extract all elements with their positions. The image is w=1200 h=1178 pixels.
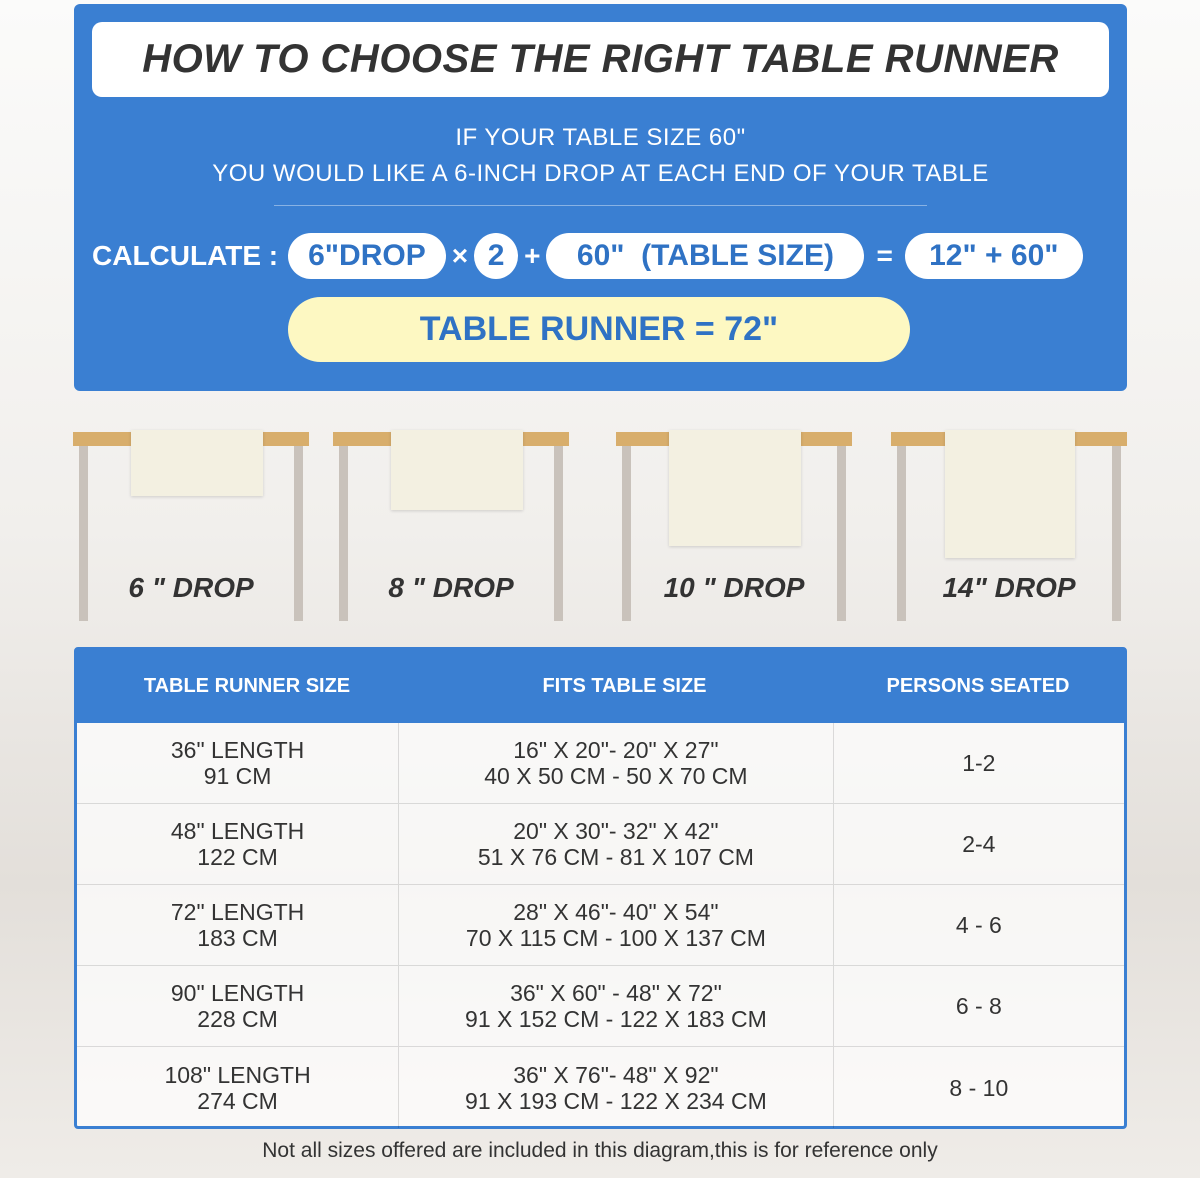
length-cm: 228 CM (197, 1006, 278, 1032)
persons-cell: 1-2 (962, 750, 996, 776)
intro-line-2: YOU WOULD LIKE A 6-INCH DROP AT EACH END… (212, 160, 989, 187)
length-cm: 122 CM (197, 844, 278, 870)
length-in: 90" LENGTH (170, 980, 305, 1006)
table-row: 72" LENGTH 183 CM 28" X 46"- 40" X 54" 70 … (77, 885, 1124, 966)
fits-table-cell: 36" X 60" - 48" X 72" 91 X 152 CM - 122 X… (398, 966, 834, 1046)
divider (274, 205, 927, 206)
persons-cell: 2-4 (962, 831, 996, 857)
intro-line-1: IF YOUR TABLE SIZE 60" (455, 124, 746, 151)
fits-in: 16" X 20"- 20" X 27" (513, 737, 719, 763)
table-row: 48" LENGTH 122 CM 20" X 30"- 32" X 42" 51 … (77, 804, 1124, 885)
plus-sign: + (524, 240, 541, 271)
table-leg (622, 446, 631, 621)
times-sign: × (451, 240, 469, 271)
drop-illustration-6: 6 " DROP (73, 430, 309, 622)
fits-in: 20" X 30"- 32" X 42" (513, 818, 719, 844)
runner (945, 430, 1075, 558)
fits-in: 28" X 46"- 40" X 54" (513, 899, 719, 925)
calc-label: CALCULATE : (92, 240, 279, 271)
table-leg (554, 446, 563, 621)
length-in: 36" LENGTH (170, 737, 305, 763)
fits-cm: 51 X 76 CM - 81 X 107 CM (477, 844, 754, 870)
runner-size-cell: 72" LENGTH 183 CM (77, 885, 398, 965)
fits-table-cell: 28" X 46"- 40" X 54" 70 X 115 CM - 100 X … (398, 885, 834, 965)
table-leg (339, 446, 348, 621)
table-leg (837, 446, 846, 621)
drop-label: 6 " DROP (128, 572, 254, 603)
equals-sign: = (876, 240, 893, 271)
table-row: 108" LENGTH 274 CM 36" X 76"- 48" X 92" 91… (77, 1047, 1124, 1128)
runner-size-cell: 90" LENGTH 228 CM (77, 966, 398, 1046)
drop-illustration-14: 14" DROP (891, 430, 1127, 622)
table-size-pill: 60" (TABLE SIZE) (546, 233, 865, 279)
length-in: 108" LENGTH (164, 1061, 311, 1088)
runner (131, 430, 263, 496)
table-leg (897, 446, 906, 621)
drop-pill: 6"DROP (288, 233, 446, 279)
runner-size-cell: 108" LENGTH 274 CM (77, 1047, 398, 1128)
fits-cm: 40 X 50 CM - 50 X 70 CM (484, 763, 748, 789)
length-in: 72" LENGTH (170, 899, 305, 925)
size-table: TABLE RUNNER SIZE FITS TABLE SIZE PERSON… (74, 647, 1127, 1129)
length-in: 48" LENGTH (170, 818, 305, 844)
runner (391, 430, 523, 510)
drop-label: 14" DROP (942, 572, 1076, 603)
page-title: HOW TO CHOOSE THE RIGHT TABLE RUNNER (92, 22, 1109, 97)
sum-pill: 12" + 60" (904, 233, 1083, 279)
fits-in: 36" X 60" - 48" X 72" (510, 980, 722, 1006)
runner-size-cell: 48" LENGTH 122 CM (77, 804, 398, 884)
persons-cell: 8 - 10 (949, 1074, 1009, 1101)
footer-note: Not all sizes offered are included in th… (262, 1139, 938, 1162)
table-row: 90" LENGTH 228 CM 36" X 60" - 48" X 72" 91… (77, 966, 1124, 1047)
runner (669, 430, 801, 546)
table-leg (294, 446, 303, 621)
header-runner-size: TABLE RUNNER SIZE (143, 675, 351, 697)
multiplier-pill: 2 (474, 233, 519, 279)
header-persons: PERSONS SEATED (886, 675, 1070, 697)
fits-in: 36" X 76"- 48" X 92" (513, 1061, 719, 1088)
calculation-row: CALCULATE : 6"DROP × 2 + 60" (TABLE SIZE… (92, 233, 1083, 279)
table-leg (79, 446, 88, 621)
fits-table-cell: 16" X 20"- 20" X 27" 40 X 50 CM - 50 X 70… (398, 723, 834, 803)
fits-cm: 91 X 152 CM - 122 X 183 CM (465, 1006, 767, 1032)
drop-illustration-10: 10 " DROP (616, 430, 852, 622)
persons-cell: 4 - 6 (955, 912, 1002, 938)
drop-illustration-8: 8 " DROP (333, 430, 569, 622)
length-cm: 274 CM (197, 1087, 278, 1114)
drop-label: 8 " DROP (388, 572, 514, 603)
header-fits-table: FITS TABLE SIZE (542, 675, 707, 697)
length-cm: 183 CM (197, 925, 278, 951)
table-row: 36" LENGTH 91 CM 16" X 20"- 20" X 27" 40 X… (77, 723, 1124, 804)
drop-label: 10 " DROP (663, 572, 805, 603)
table-leg (1112, 446, 1121, 621)
fits-cm: 91 X 193 CM - 122 X 234 CM (465, 1087, 767, 1114)
fits-table-cell: 36" X 76"- 48" X 92" 91 X 193 CM - 122 X … (398, 1047, 834, 1128)
fits-table-cell: 20" X 30"- 32" X 42" 51 X 76 CM - 81 X 10… (398, 804, 834, 884)
length-cm: 91 CM (203, 763, 272, 789)
fits-cm: 70 X 115 CM - 100 X 137 CM (465, 925, 766, 951)
persons-cell: 6 - 8 (955, 993, 1002, 1019)
table-header: TABLE RUNNER SIZE FITS TABLE SIZE PERSON… (77, 650, 1124, 723)
calculation-panel: HOW TO CHOOSE THE RIGHT TABLE RUNNER IF … (74, 4, 1127, 391)
runner-size-cell: 36" LENGTH 91 CM (77, 723, 398, 803)
result-pill: TABLE RUNNER = 72" (288, 297, 910, 362)
